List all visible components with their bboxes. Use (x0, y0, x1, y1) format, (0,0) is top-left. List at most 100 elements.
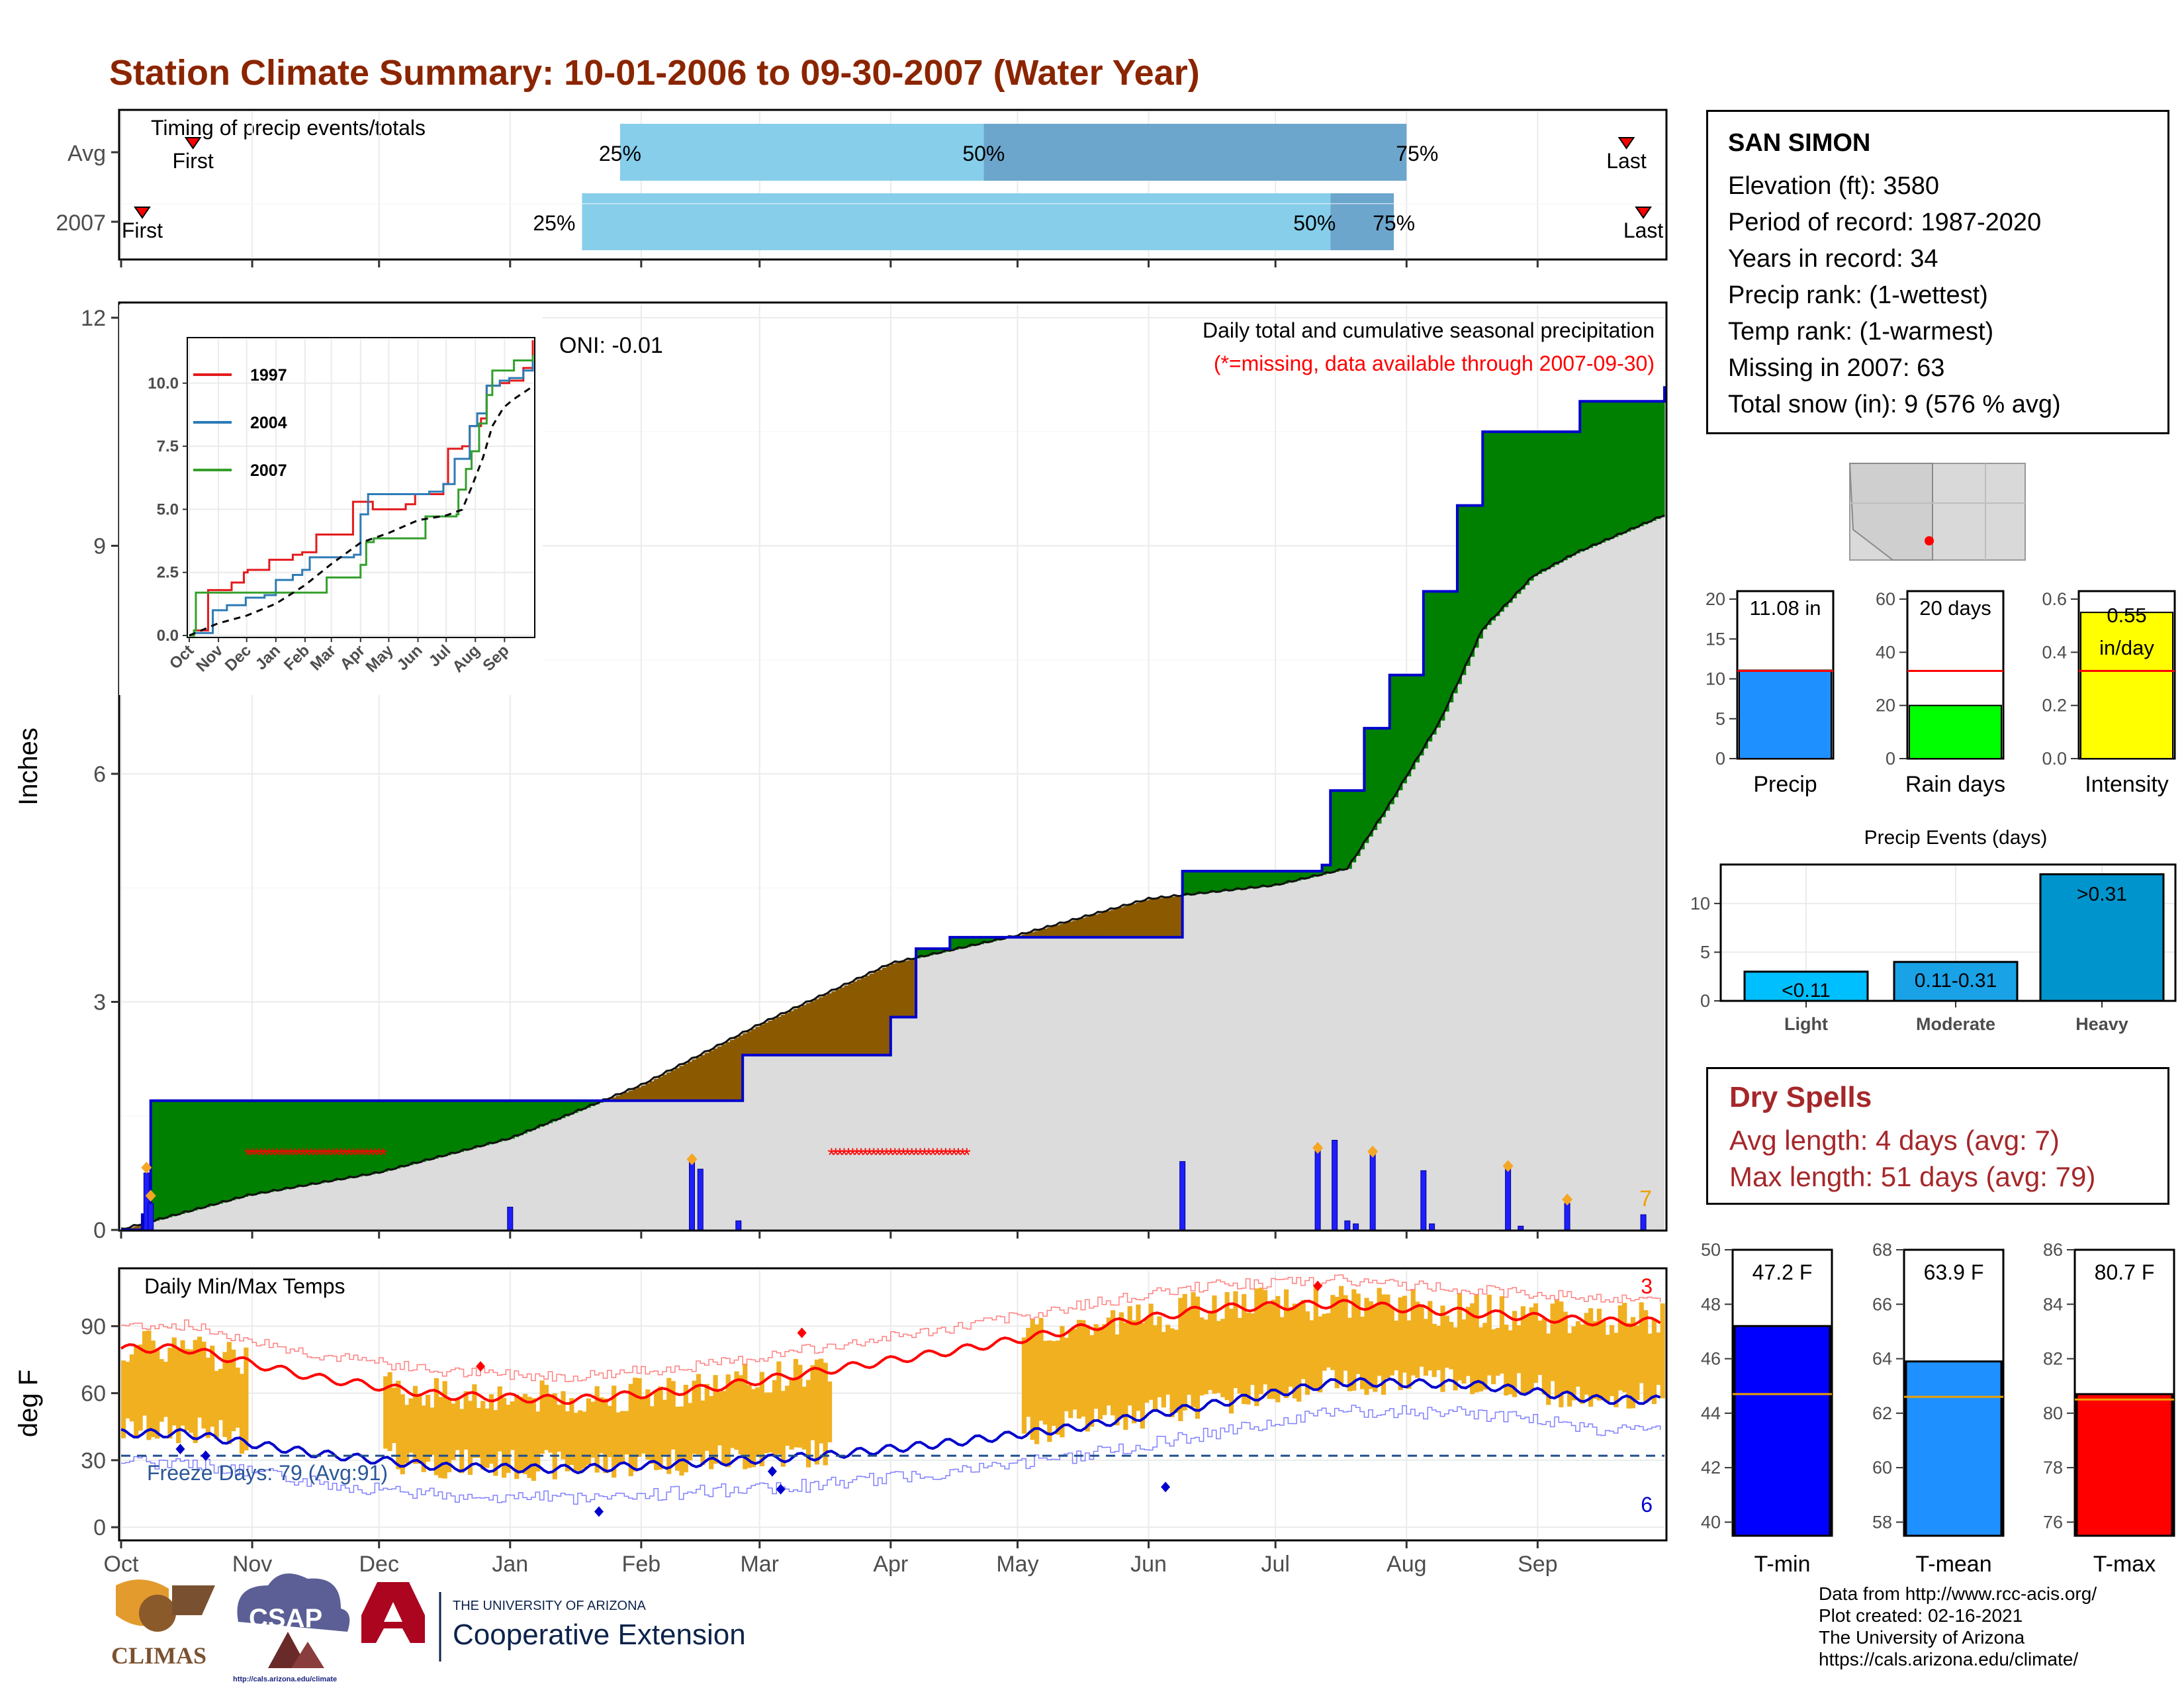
cumulative-diff-segment (1444, 591, 1449, 712)
cumulative-diff-segment (1626, 401, 1631, 532)
daily-temp-bar (704, 1383, 709, 1451)
cumulative-diff-segment (1605, 401, 1610, 541)
cumulative-2007-line (121, 386, 1666, 1231)
station-precip-rank: Precip rank: (1-wettest) (1728, 281, 1988, 309)
cumulative-diff-segment (1267, 870, 1272, 887)
month-label: Sep (1518, 1552, 1558, 1577)
cumulative-diff-segment (320, 1100, 325, 1184)
daily-temp-bar (759, 1372, 764, 1467)
cumulative-diff-segment (1161, 898, 1166, 937)
cumulative-diff-segment (1313, 870, 1318, 877)
summary-value-label-2: in/day (2099, 636, 2154, 659)
temp-summary-y-tick-label: 66 (1872, 1294, 1892, 1314)
daily-temp-bar (1148, 1303, 1154, 1400)
month-label: Oct (104, 1552, 139, 1577)
cumulative-diff-segment (692, 1059, 697, 1101)
cumulative-diff-segment (497, 1100, 502, 1143)
daily-temp-bar (1588, 1308, 1594, 1407)
daily-temp-bar (1478, 1327, 1484, 1392)
daily-temp-bar (1144, 1317, 1150, 1403)
cumulative-diff-segment (138, 1225, 143, 1230)
daily-temp-bar (1279, 1317, 1285, 1393)
cumulative-diff-segment (1157, 898, 1162, 937)
record-diamond (175, 1444, 185, 1454)
missing-data-marker: * (295, 1145, 302, 1166)
cumulative-diff-segment (1432, 591, 1437, 735)
temp-summary-fill (1905, 1360, 2003, 1537)
cumulative-diff-segment (1389, 675, 1394, 804)
cumulative-diff-segment (336, 1100, 341, 1180)
cumulative-diff-segment (1339, 790, 1344, 871)
cumulative-diff-segment (163, 1100, 168, 1219)
cumulative-diff-segment (721, 1044, 727, 1101)
cumulative-diff-segment (844, 985, 849, 1055)
cumulative-diff-segment (768, 1021, 773, 1055)
daily-temp-bar (1410, 1289, 1416, 1376)
cumulative-diff-segment (1144, 900, 1150, 937)
cumulative-diff-segment (954, 937, 959, 950)
missing-data-marker: * (946, 1145, 954, 1166)
daily-temp-bar (801, 1386, 807, 1450)
cumulative-diff-segment (1068, 921, 1073, 937)
cumulative-diff-segment (189, 1100, 194, 1212)
inset-y-tick-label: 5.0 (157, 500, 179, 518)
daily-temp-bar (1182, 1293, 1187, 1411)
daily-temp-bar (1449, 1321, 1454, 1370)
missing-data-marker: * (337, 1145, 345, 1166)
events-bar (2039, 873, 2165, 1002)
cumulative-diff-segment (1529, 432, 1534, 581)
cumulative-diff-segment (738, 1035, 743, 1101)
csap-url: http://cals.arizona.edu/climate (233, 1675, 337, 1683)
cumulative-diff-segment (1584, 401, 1589, 550)
cumulative-diff-segment (1140, 902, 1145, 937)
summary-value-label: 0.55 (2107, 604, 2146, 627)
daily-temp-bar (1609, 1325, 1615, 1396)
missing-data-marker: * (261, 1145, 269, 1166)
missing-data-marker: * (354, 1145, 362, 1166)
cumulative-diff-segment (514, 1100, 520, 1137)
cumulative-diff-segment (298, 1100, 304, 1187)
cumulative-diff-segment (522, 1100, 527, 1134)
cumulative-diff-segment (1373, 728, 1378, 830)
daily-precip-bar (1179, 1161, 1186, 1231)
daily-temp-bar (539, 1380, 545, 1454)
daily-temp-bar (189, 1349, 194, 1433)
timing-last-marker (1635, 207, 1652, 219)
cumulative-diff-segment (302, 1100, 308, 1186)
cumulative-diff-segment (1491, 432, 1496, 621)
cumulative-diff-segment (903, 961, 908, 1017)
daily-precip-bar (148, 1203, 154, 1231)
daily-temp-bar (1546, 1333, 1551, 1405)
cumulative-diff-segment (899, 962, 904, 1017)
daily-temp-bar (1271, 1299, 1277, 1399)
cumulative-diff-segment (1428, 591, 1433, 742)
daily-temp-bar (214, 1370, 219, 1440)
cumulative-diff-segment (167, 1100, 173, 1218)
daily-temp-bar (1537, 1320, 1543, 1375)
cumulative-diff-segment (1118, 907, 1124, 937)
daily-temp-bar (1288, 1307, 1293, 1387)
daily-temp-bar (619, 1411, 625, 1464)
cumulative-diff-segment (806, 1003, 811, 1055)
cumulative-diff-segment (1318, 870, 1323, 876)
timing-last-label: Last (1623, 218, 1664, 242)
daily-temp-bar (823, 1362, 828, 1466)
daily-temp-bar (814, 1359, 819, 1465)
missing-data-marker: * (371, 1145, 379, 1166)
daily-temp-bar (1423, 1319, 1429, 1376)
daily-temp-bar (1339, 1286, 1344, 1385)
cumulative-diff-segment (290, 1100, 295, 1189)
daily-temp-bar (1444, 1315, 1449, 1368)
summary-y-tick-label: 0.4 (2042, 642, 2067, 662)
daily-temp-bar (1203, 1319, 1208, 1395)
cumulative-diff-segment (150, 1100, 156, 1222)
daily-temp-bar (755, 1387, 760, 1457)
temp-summary-y-tick-label: 78 (2043, 1458, 2063, 1477)
cumulative-diff-segment (184, 1100, 189, 1213)
missing-data-marker: * (878, 1145, 886, 1166)
record-low-line (121, 1405, 1661, 1505)
daily-temp-bar (184, 1348, 190, 1430)
cumulative-diff-segment (1541, 432, 1547, 572)
cumulative-diff-segment (793, 1009, 798, 1055)
daily-temp-bar (1571, 1326, 1576, 1401)
